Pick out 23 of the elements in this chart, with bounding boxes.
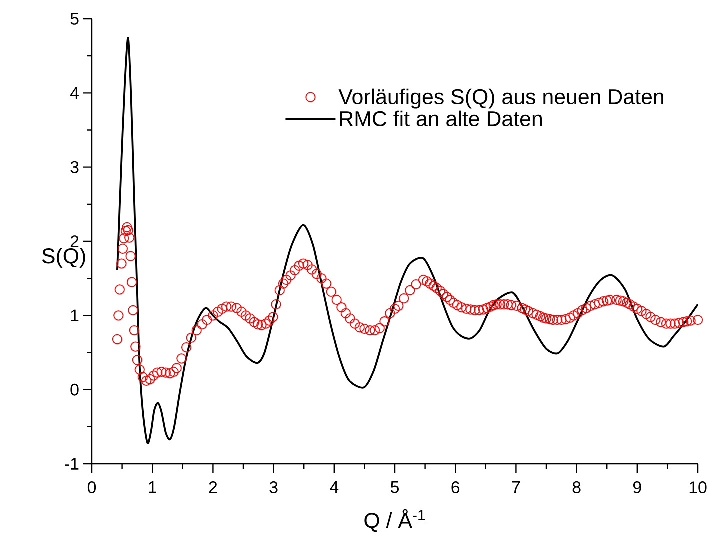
x-tick-label: 10 bbox=[690, 482, 707, 494]
x-axis-title: Q / Å$^{-1}$ bbox=[364, 509, 426, 532]
x-tick-label: 1 bbox=[149, 482, 156, 494]
x-tick-label: 5 bbox=[390, 482, 399, 494]
y-tick-label: 1 bbox=[71, 310, 79, 322]
x-tick-label: 6 bbox=[452, 482, 460, 494]
x-tick-label: 8 bbox=[572, 482, 581, 494]
y-tick-label: 5 bbox=[70, 13, 79, 25]
x-tick-label: 7 bbox=[512, 482, 520, 494]
y-tick-label: 3 bbox=[70, 161, 79, 174]
y-tick-label: 0 bbox=[70, 384, 79, 396]
y-axis-title: S(Q) bbox=[42, 248, 86, 268]
line-series bbox=[116, 37, 698, 444]
y-tick-label: 4 bbox=[70, 87, 79, 99]
x-tick-label: 4 bbox=[330, 482, 339, 494]
legend-label: RMC fit an alte Daten bbox=[340, 110, 542, 127]
x-tick-label: 2 bbox=[209, 482, 218, 494]
x-tick-label: 0 bbox=[88, 482, 96, 494]
x-tick-label: 3 bbox=[270, 482, 278, 494]
legend-label: Vorläufiges S(Q) aus neuen Daten bbox=[338, 88, 664, 109]
x-tick-label: 9 bbox=[633, 482, 642, 494]
y-tick-label: -1 bbox=[65, 458, 79, 470]
y-tick-label: 2 bbox=[70, 236, 79, 248]
